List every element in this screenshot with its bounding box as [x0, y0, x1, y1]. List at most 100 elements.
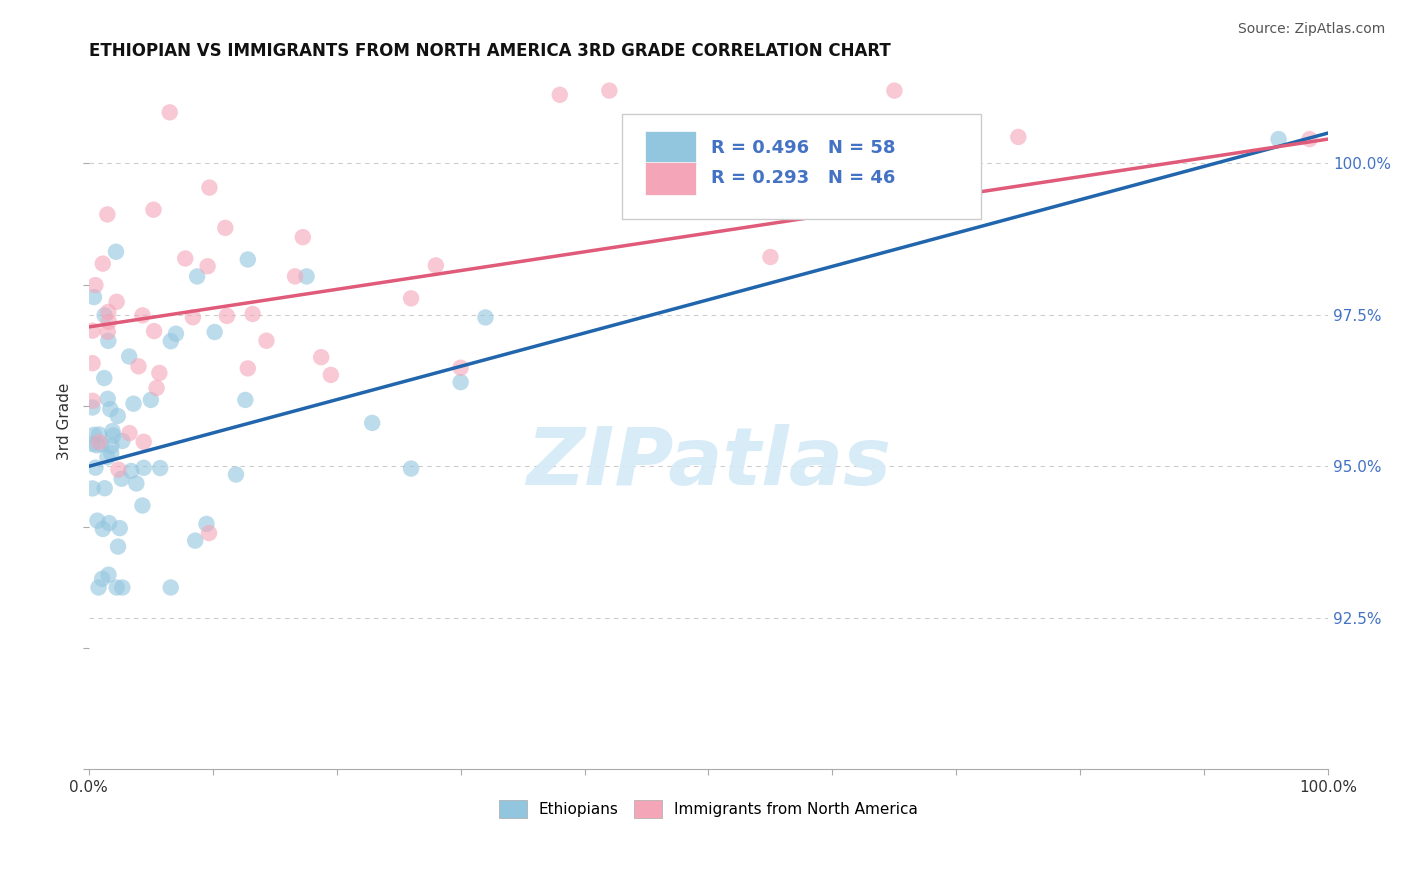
Point: [132, 460, 155, 475]
Point: [186, 269, 208, 284]
Point: [82, 393, 104, 408]
Point: [1267, 132, 1289, 146]
Point: [97, 334, 120, 348]
Point: [86, 438, 108, 452]
Point: [97, 305, 120, 319]
Point: [132, 434, 155, 449]
Point: [91, 522, 114, 536]
Point: [97, 567, 120, 582]
Point: [107, 409, 129, 423]
Point: [87, 581, 110, 595]
Point: [215, 309, 238, 323]
Point: [122, 397, 145, 411]
Point: [425, 259, 447, 273]
Point: [82, 401, 104, 415]
Point: [204, 325, 226, 339]
Point: [101, 424, 124, 438]
Point: [450, 360, 472, 375]
Point: [84, 278, 107, 293]
Point: [1298, 132, 1320, 146]
Point: [291, 230, 314, 244]
Legend: Ethiopians, Immigrants from North America: Ethiopians, Immigrants from North Americ…: [494, 794, 924, 824]
Point: [450, 375, 472, 389]
Point: [110, 472, 132, 486]
Point: [96, 207, 118, 221]
Point: [197, 259, 219, 273]
Point: [256, 334, 278, 348]
Point: [236, 252, 259, 267]
Point: [131, 499, 153, 513]
Point: [1007, 130, 1029, 145]
Point: [195, 516, 218, 531]
Point: [236, 361, 259, 376]
FancyBboxPatch shape: [645, 161, 696, 195]
Point: [198, 180, 221, 194]
Point: [87, 435, 110, 450]
Point: [361, 416, 384, 430]
FancyBboxPatch shape: [645, 131, 696, 164]
Point: [143, 324, 166, 338]
Point: [118, 350, 141, 364]
Text: ETHIOPIAN VS IMMIGRANTS FROM NORTH AMERICA 3RD GRADE CORRELATION CHART: ETHIOPIAN VS IMMIGRANTS FROM NORTH AMERI…: [89, 42, 890, 60]
Point: [91, 257, 114, 271]
Point: [145, 381, 167, 395]
Point: [120, 464, 142, 478]
Point: [82, 482, 104, 496]
Point: [125, 476, 148, 491]
Text: Source: ZipAtlas.com: Source: ZipAtlas.com: [1237, 22, 1385, 37]
Text: ZIPatlas: ZIPatlas: [526, 424, 891, 501]
Point: [100, 439, 122, 453]
Point: [235, 392, 257, 407]
Point: [295, 269, 318, 284]
Point: [107, 540, 129, 554]
Point: [284, 269, 307, 284]
Point: [93, 309, 115, 323]
Point: [131, 309, 153, 323]
Point: [97, 392, 120, 406]
Point: [165, 326, 187, 341]
Point: [83, 427, 105, 442]
Point: [399, 461, 422, 475]
Point: [82, 324, 104, 338]
Point: [97, 315, 120, 329]
Point: [82, 356, 104, 370]
Point: [198, 526, 221, 541]
Point: [242, 307, 264, 321]
Point: [159, 105, 181, 120]
FancyBboxPatch shape: [621, 114, 981, 219]
Point: [399, 291, 422, 305]
Point: [759, 250, 782, 264]
Text: R = 0.496   N = 58: R = 0.496 N = 58: [711, 138, 896, 157]
Point: [548, 87, 571, 102]
Point: [214, 220, 236, 235]
Point: [98, 402, 121, 417]
Point: [108, 521, 131, 535]
Point: [139, 392, 162, 407]
Point: [83, 290, 105, 304]
Text: R = 0.293   N = 46: R = 0.293 N = 46: [711, 169, 896, 187]
Point: [86, 514, 108, 528]
Point: [319, 368, 342, 382]
Point: [104, 244, 127, 259]
Point: [174, 252, 197, 266]
Point: [105, 581, 128, 595]
Point: [128, 359, 150, 374]
Point: [82, 437, 104, 451]
Point: [474, 310, 496, 325]
Point: [103, 428, 125, 442]
Point: [142, 202, 165, 217]
Point: [93, 371, 115, 385]
Point: [184, 533, 207, 548]
Point: [91, 572, 114, 586]
Point: [100, 446, 122, 460]
Point: [148, 366, 170, 380]
Point: [149, 461, 172, 475]
Point: [672, 203, 695, 218]
Point: [159, 334, 181, 349]
Point: [159, 581, 181, 595]
Y-axis label: 3rd Grade: 3rd Grade: [58, 382, 72, 459]
Point: [309, 350, 332, 364]
Point: [96, 450, 118, 465]
Point: [84, 460, 107, 475]
Point: [98, 516, 121, 530]
